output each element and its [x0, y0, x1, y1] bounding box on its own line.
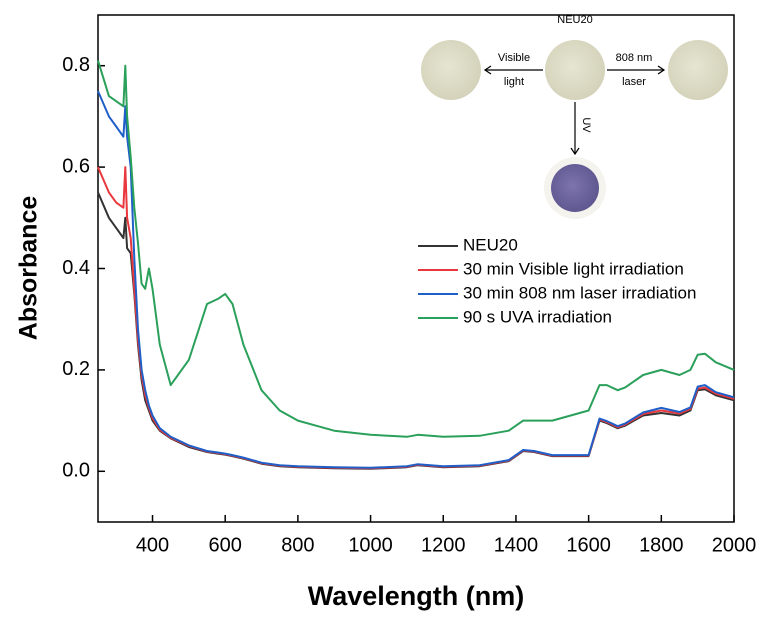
data-line — [97, 166, 735, 470]
data-line — [97, 60, 735, 438]
x-tick-label: 800 — [281, 534, 314, 556]
inset-label: NEU20 — [557, 14, 592, 26]
inset-label: UV — [580, 117, 592, 133]
inset — [421, 40, 728, 219]
sample-disc — [421, 40, 481, 100]
y-tick-label: 0.6 — [62, 155, 90, 177]
x-axis-title: Wavelength (nm) — [308, 581, 525, 611]
sample-disc — [668, 40, 728, 100]
data-line — [97, 90, 735, 469]
y-tick-label: 0.0 — [62, 460, 90, 482]
sample-disc — [545, 40, 605, 100]
x-tick-label: 600 — [209, 534, 242, 556]
x-tick-label: 400 — [136, 534, 169, 556]
y-tick-label: 0.2 — [62, 358, 90, 380]
x-tick-label: 1600 — [566, 534, 611, 556]
x-tick-label: 1800 — [639, 534, 684, 556]
legend-label: 30 min 808 nm laser irradiation — [463, 283, 696, 302]
inset-label: laser — [622, 76, 646, 88]
y-tick-label: 0.8 — [62, 54, 90, 76]
y-axis-title: Absorbance — [15, 196, 43, 341]
legend-label: 30 min Visible light irradiation — [463, 259, 684, 278]
x-tick-label: 2000 — [712, 534, 757, 556]
y-tick-label: 0.4 — [62, 257, 90, 279]
arrows — [483, 65, 666, 156]
x-tick-label: 1400 — [494, 534, 539, 556]
inset-label: 808 nm — [616, 52, 653, 64]
x-tick-label: 1000 — [348, 534, 393, 556]
data-line — [97, 192, 735, 470]
sample-disc — [551, 164, 599, 212]
legend-label: 90 s UVA irradiation — [463, 307, 612, 326]
legend-label: NEU20 — [463, 235, 518, 254]
inset-label: Visible — [498, 52, 530, 64]
inset-label: light — [504, 76, 524, 88]
x-tick-label: 1200 — [421, 534, 466, 556]
